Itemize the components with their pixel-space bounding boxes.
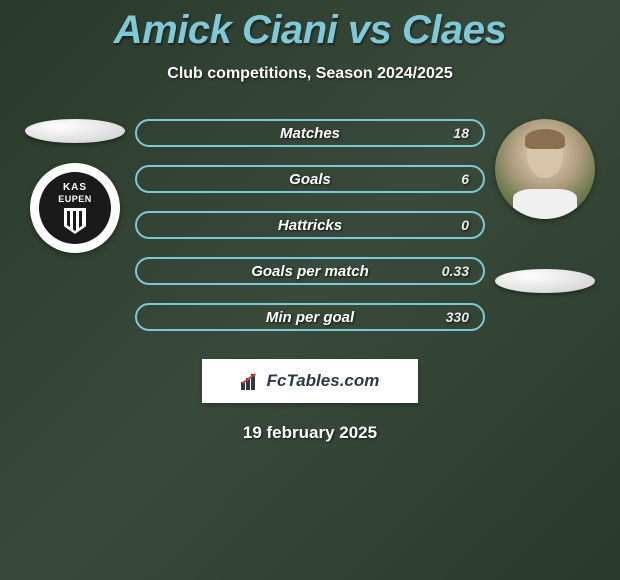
right-club-oval [495,269,595,293]
stat-label: Goals [289,171,331,188]
chart-icon [241,372,261,390]
branding-box: FcTables.com [202,359,418,403]
stat-value-right: 0.33 [442,263,469,279]
stat-label: Matches [280,125,340,142]
badge-text-line1: KAS [63,182,87,193]
stat-row-goals: Goals 6 [135,165,485,193]
page-subtitle: Club competitions, Season 2024/2025 [0,65,620,83]
stat-label: Hattricks [278,217,342,234]
stat-value-right: 0 [461,217,469,233]
stat-row-min-per-goal: Min per goal 330 [135,303,485,331]
stat-row-goals-per-match: Goals per match 0.33 [135,257,485,285]
branding-text: FcTables.com [267,371,380,391]
infographic-container: Amick Ciani vs Claes Club competitions, … [0,0,620,443]
stat-bars-column: Matches 18 Goals 6 Hattricks 0 Goals per… [135,115,485,331]
left-player-name-oval [25,119,125,143]
stats-area: KAS EUPEN Matches 18 Goals 6 Hattricks 0 [0,115,620,331]
stat-row-hattricks: Hattricks 0 [135,211,485,239]
footer-date: 19 february 2025 [0,423,620,443]
stat-label: Min per goal [266,309,354,326]
left-club-badge: KAS EUPEN [30,163,120,253]
right-player-column [485,115,605,293]
stat-value-right: 6 [461,171,469,187]
page-title: Amick Ciani vs Claes [0,0,620,53]
stat-value-right: 18 [453,125,469,141]
stat-row-matches: Matches 18 [135,119,485,147]
badge-text-line2: EUPEN [58,194,92,204]
club-badge-inner: KAS EUPEN [39,172,111,244]
stat-label: Goals per match [251,263,369,280]
badge-shield-icon [64,208,86,234]
left-player-column: KAS EUPEN [15,115,135,253]
stat-value-right: 330 [446,309,469,325]
right-player-photo [495,119,595,219]
